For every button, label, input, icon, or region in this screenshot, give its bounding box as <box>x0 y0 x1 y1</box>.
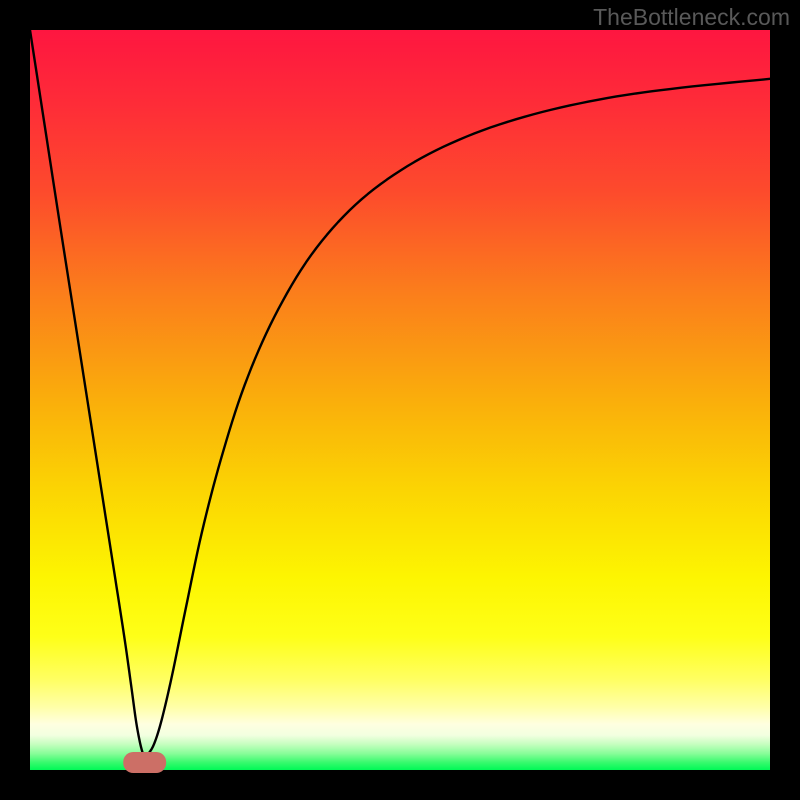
plot-area <box>30 30 770 770</box>
chart-stage: TheBottleneck.com <box>0 0 800 800</box>
optimal-marker <box>123 752 166 773</box>
chart-canvas <box>0 0 800 800</box>
